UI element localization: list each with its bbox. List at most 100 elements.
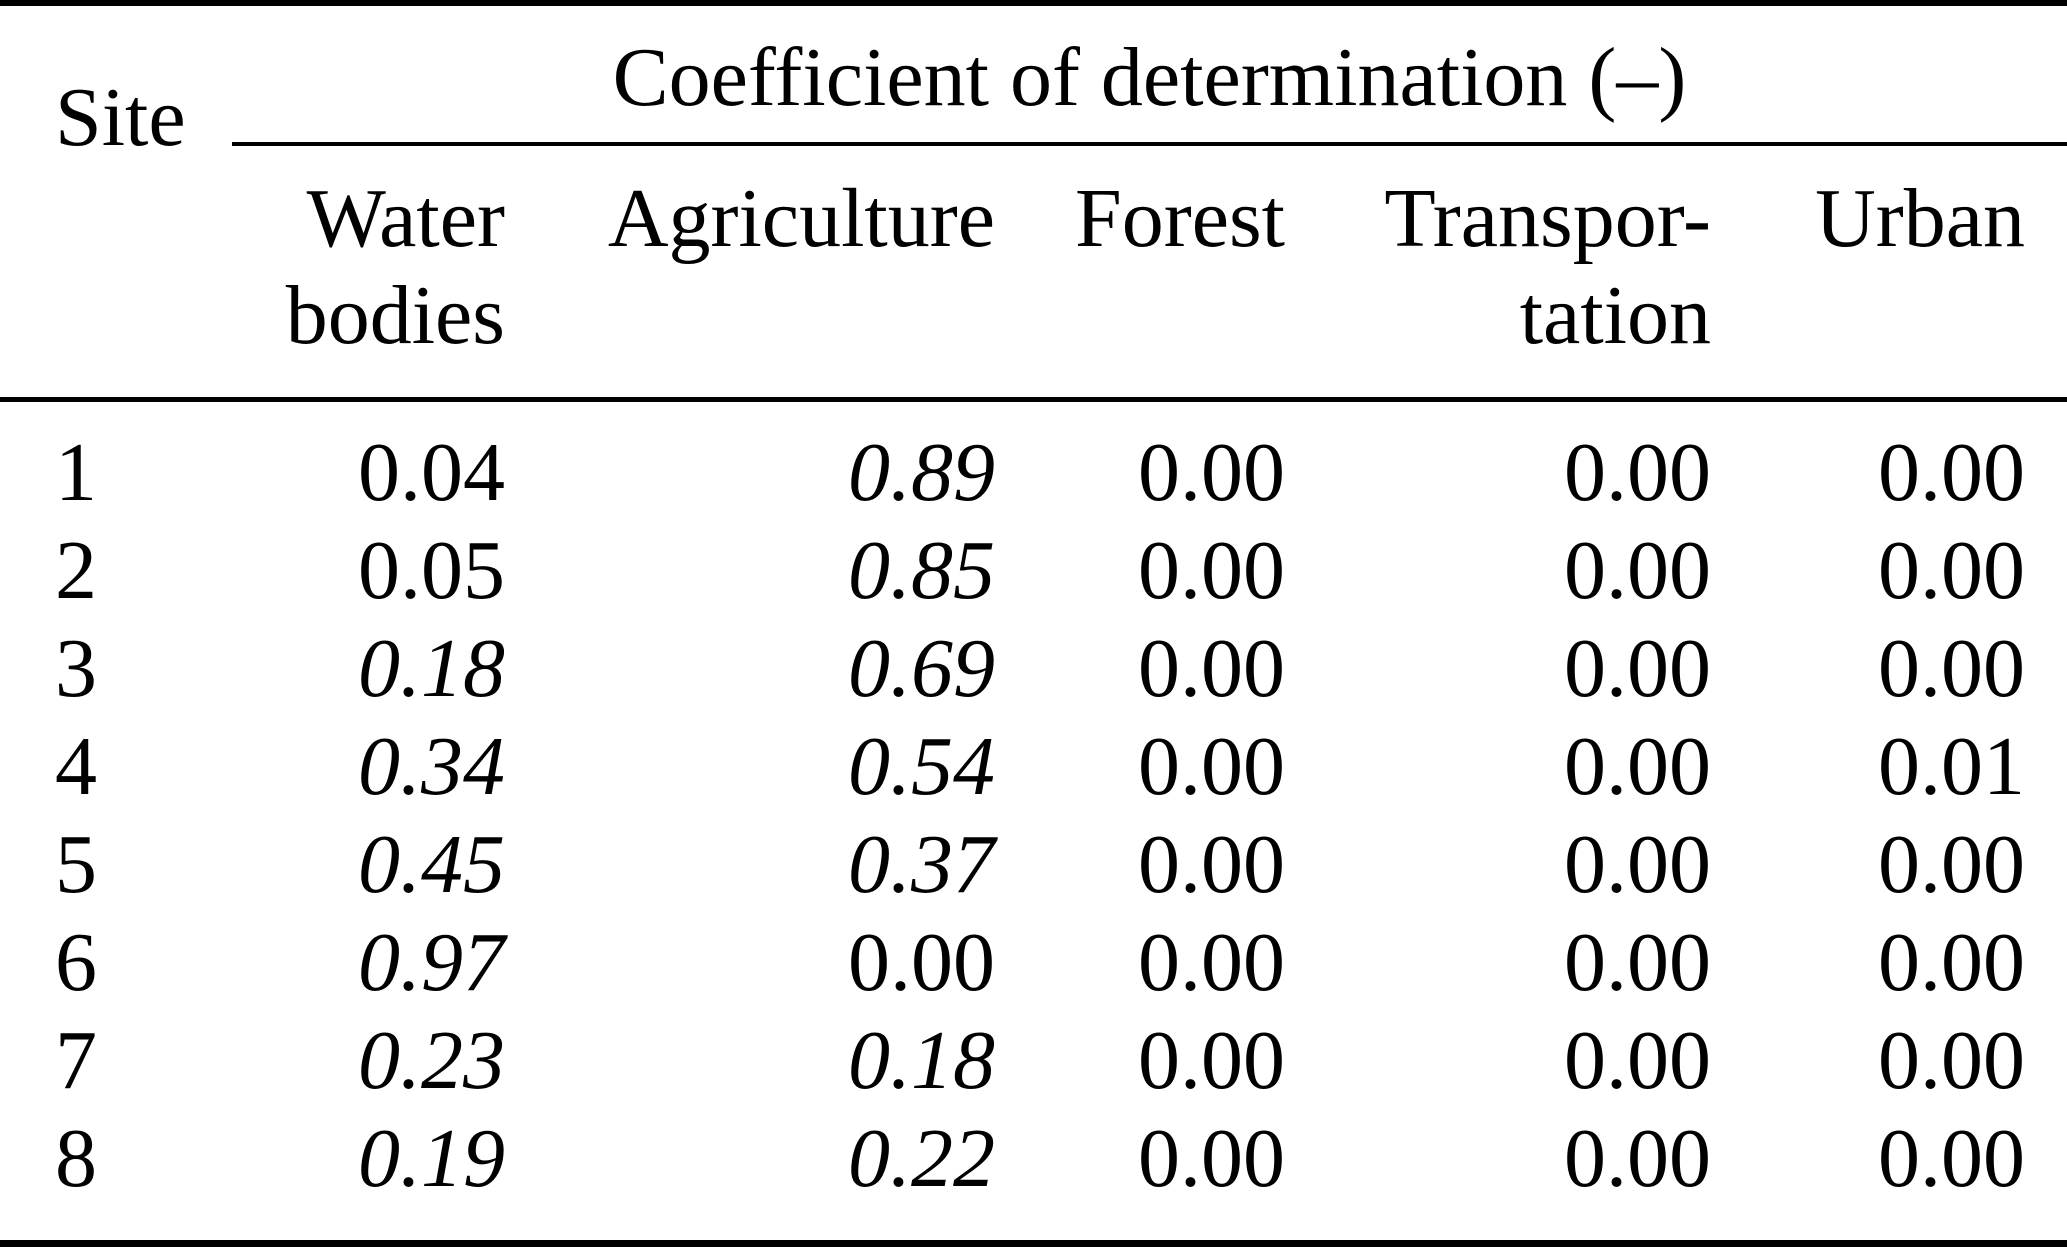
coefficient-value: 0.54 — [848, 719, 995, 813]
coefficient-value: 0.00 — [1138, 1111, 1285, 1205]
value-cell: 0.00 — [1711, 1012, 2067, 1110]
value-cell: 0.00 — [995, 1012, 1285, 1110]
coefficient-value: 0.00 — [1138, 425, 1285, 519]
value-cell: 0.00 — [995, 718, 1285, 816]
bottom-rule — [0, 1240, 2067, 1247]
site-cell: 4 — [55, 719, 97, 813]
coefficient-value: 0.00 — [1138, 1013, 1285, 1107]
table-row: 1 0.04 0.89 0.00 0.00 0.00 — [0, 399, 2067, 522]
value-cell: 0.00 — [1285, 1012, 1711, 1110]
col-header-line: Urban — [1815, 172, 2025, 265]
value-cell: 0.23 — [232, 1012, 505, 1110]
coefficient-value: 0.00 — [1564, 425, 1711, 519]
coefficient-value: 0.34 — [358, 719, 505, 813]
col-header-line: Water — [306, 172, 505, 265]
value-cell: 0.00 — [995, 522, 1285, 620]
value-cell: 0.19 — [232, 1110, 505, 1208]
coefficient-value: 0.00 — [1878, 817, 2025, 911]
site-cell: 3 — [55, 621, 97, 715]
coefficient-value: 0.00 — [1564, 523, 1711, 617]
coefficient-value: 0.18 — [848, 1013, 995, 1107]
coefficient-value: 0.22 — [848, 1111, 995, 1205]
value-cell: 0.00 — [1285, 914, 1711, 1012]
value-cell: 0.00 — [1711, 522, 2067, 620]
col-header-forest: Forest — [995, 144, 1285, 402]
coefficient-value: 0.00 — [1564, 817, 1711, 911]
value-cell: 0.00 — [1711, 399, 2067, 522]
coefficient-value: 0.00 — [1878, 523, 2025, 617]
value-cell: 0.01 — [1711, 718, 2067, 816]
value-cell: 0.00 — [1711, 1110, 2067, 1208]
value-cell: 0.89 — [505, 399, 995, 522]
col-header-water-bodies: Water bodies — [232, 144, 505, 402]
table-row: 8 0.19 0.22 0.00 0.00 0.00 — [0, 1110, 2067, 1208]
coefficient-value: 0.00 — [1138, 817, 1285, 911]
value-cell: 0.00 — [1711, 816, 2067, 914]
coefficient-value: 0.00 — [1138, 719, 1285, 813]
value-cell: 0.00 — [995, 1110, 1285, 1208]
coefficient-value: 0.00 — [1878, 425, 2025, 519]
coefficient-value: 0.00 — [1138, 915, 1285, 1009]
coefficient-of-determination-table: Site Coefficient of determination (–) Wa… — [0, 6, 2067, 1208]
value-cell: 0.18 — [232, 620, 505, 718]
corner-header-site: Site — [0, 6, 232, 402]
col-header-line: Forest — [1075, 172, 1285, 265]
coefficient-value: 0.00 — [1564, 621, 1711, 715]
coefficient-value: 0.00 — [848, 915, 995, 1009]
table-row: 7 0.23 0.18 0.00 0.00 0.00 — [0, 1012, 2067, 1110]
value-cell: 0.00 — [1285, 718, 1711, 816]
col-header-line: bodies — [285, 269, 505, 362]
coefficient-value: 0.89 — [848, 425, 995, 519]
col-header-line: Transpor- — [1384, 172, 1711, 265]
table-row: 2 0.05 0.85 0.00 0.00 0.00 — [0, 522, 2067, 620]
coefficient-value: 0.19 — [358, 1111, 505, 1205]
coefficient-value: 0.00 — [1564, 1111, 1711, 1205]
value-cell: 0.00 — [1285, 1110, 1711, 1208]
coefficient-value: 0.04 — [358, 425, 505, 519]
table-row: 3 0.18 0.69 0.00 0.00 0.00 — [0, 620, 2067, 718]
value-cell: 0.00 — [1711, 620, 2067, 718]
coefficient-value: 0.05 — [358, 523, 505, 617]
value-cell: 0.00 — [1285, 816, 1711, 914]
value-cell: 0.00 — [1285, 399, 1711, 522]
table-row: 5 0.45 0.37 0.00 0.00 0.00 — [0, 816, 2067, 914]
value-cell: 0.37 — [505, 816, 995, 914]
site-cell: 7 — [55, 1013, 97, 1107]
value-cell: 0.00 — [1711, 914, 2067, 1012]
col-header-urban: Urban — [1711, 144, 2067, 402]
site-cell: 2 — [55, 523, 97, 617]
value-cell: 0.00 — [1285, 620, 1711, 718]
site-cell: 8 — [55, 1111, 97, 1205]
col-header-line: tation — [1519, 269, 1711, 362]
value-cell: 0.00 — [1285, 522, 1711, 620]
coefficient-value: 0.18 — [358, 621, 505, 715]
coefficient-value: 0.00 — [1138, 621, 1285, 715]
value-cell: 0.97 — [232, 914, 505, 1012]
coefficient-value: 0.00 — [1564, 915, 1711, 1009]
value-cell: 0.69 — [505, 620, 995, 718]
value-cell: 0.00 — [995, 816, 1285, 914]
site-cell: 6 — [55, 915, 97, 1009]
coefficient-value: 0.00 — [1564, 1013, 1711, 1107]
col-header-agriculture: Agriculture — [505, 144, 995, 402]
table-row: 4 0.34 0.54 0.00 0.00 0.01 — [0, 718, 2067, 816]
coefficient-value: 0.45 — [358, 817, 505, 911]
value-cell: 0.00 — [995, 620, 1285, 718]
value-cell: 0.85 — [505, 522, 995, 620]
col-header-line: Agriculture — [607, 172, 995, 265]
value-cell: 0.05 — [232, 522, 505, 620]
coefficient-value: 0.00 — [1878, 1111, 2025, 1205]
site-cell: 5 — [55, 817, 97, 911]
site-cell: 1 — [55, 425, 97, 519]
col-header-transportation: Transpor- tation — [1285, 144, 1711, 402]
value-cell: 0.34 — [232, 718, 505, 816]
coefficient-value: 0.69 — [848, 621, 995, 715]
spanning-header: Coefficient of determination (–) — [232, 6, 2067, 146]
value-cell: 0.54 — [505, 718, 995, 816]
coefficient-value: 0.00 — [1878, 915, 2025, 1009]
coefficient-value: 0.97 — [358, 915, 505, 1009]
table-row: 6 0.97 0.00 0.00 0.00 0.00 — [0, 914, 2067, 1012]
coefficient-value: 0.01 — [1878, 719, 2025, 813]
value-cell: 0.22 — [505, 1110, 995, 1208]
